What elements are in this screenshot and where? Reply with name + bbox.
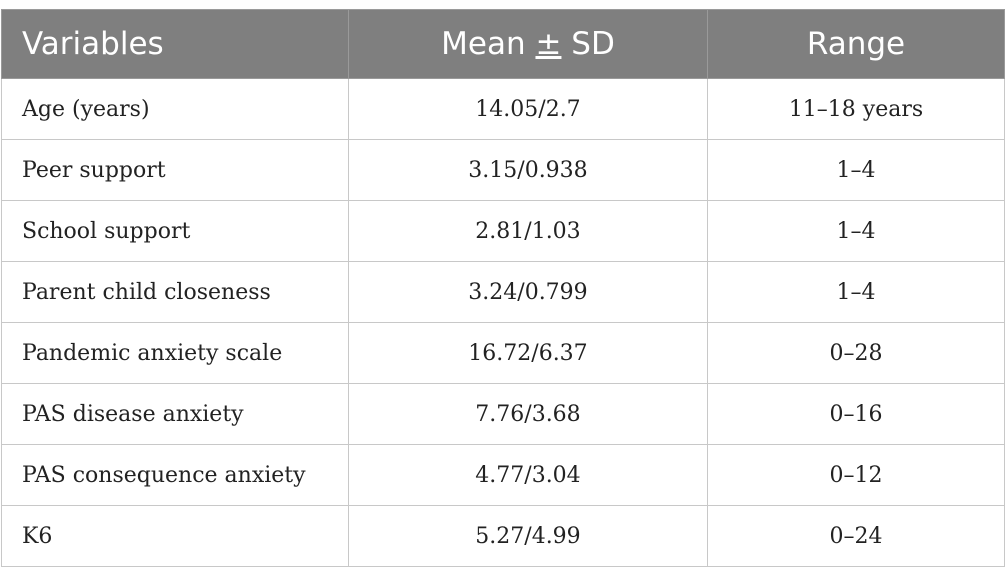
cell-range: 1–4: [707, 139, 1005, 201]
cell-variable: Peer support: [1, 139, 349, 201]
cell-variable: Pandemic anxiety scale: [1, 322, 349, 384]
cell-mean-sd: 7.76/3.68: [348, 383, 708, 445]
header-mean-prefix: Mean: [441, 26, 536, 62]
table-row: PAS consequence anxiety 4.77/3.04 0–12: [1, 444, 1005, 506]
table-row: K6 5.27/4.99 0–24: [1, 505, 1005, 567]
header-variables: Variables: [1, 9, 349, 79]
header-row: Variables Mean ± SD Range: [1, 9, 1005, 79]
cell-mean-sd: 3.24/0.799: [348, 261, 708, 323]
table-row: PAS disease anxiety 7.76/3.68 0–16: [1, 383, 1005, 445]
cell-range: 1–4: [707, 200, 1005, 262]
cell-mean-sd: 3.15/0.938: [348, 139, 708, 201]
cell-variable: Parent child closeness: [1, 261, 349, 323]
cell-mean-sd: 14.05/2.7: [348, 78, 708, 140]
cell-range: 1–4: [707, 261, 1005, 323]
cell-mean-sd: 4.77/3.04: [348, 444, 708, 506]
cell-mean-sd: 5.27/4.99: [348, 505, 708, 567]
table-row: Parent child closeness 3.24/0.799 1–4: [1, 261, 1005, 323]
cell-variable: Age (years): [1, 78, 349, 140]
table-row: School support 2.81/1.03 1–4: [1, 200, 1005, 262]
cell-mean-sd: 16.72/6.37: [348, 322, 708, 384]
cell-variable: PAS disease anxiety: [1, 383, 349, 445]
table-row: Age (years) 14.05/2.7 11–18 years: [1, 78, 1005, 140]
table-header: Variables Mean ± SD Range: [1, 9, 1005, 79]
table-row: Pandemic anxiety scale 16.72/6.37 0–28: [1, 322, 1005, 384]
descriptive-statistics-table: Variables Mean ± SD Range Age (years) 14…: [1, 9, 1005, 567]
header-mean-sd: Mean ± SD: [348, 9, 708, 79]
table-row: Peer support 3.15/0.938 1–4: [1, 139, 1005, 201]
cell-mean-sd: 2.81/1.03: [348, 200, 708, 262]
cell-range: 0–12: [707, 444, 1005, 506]
cell-variable: PAS consequence anxiety: [1, 444, 349, 506]
cell-range: 0–28: [707, 322, 1005, 384]
header-plus-minus: ±: [535, 26, 562, 62]
cell-range: 0–24: [707, 505, 1005, 567]
table-body: Age (years) 14.05/2.7 11–18 years Peer s…: [1, 78, 1005, 567]
cell-range: 0–16: [707, 383, 1005, 445]
header-range: Range: [707, 9, 1005, 79]
cell-range: 11–18 years: [707, 78, 1005, 140]
cell-variable: School support: [1, 200, 349, 262]
header-mean-suffix: SD: [561, 26, 615, 62]
cell-variable: K6: [1, 505, 349, 567]
